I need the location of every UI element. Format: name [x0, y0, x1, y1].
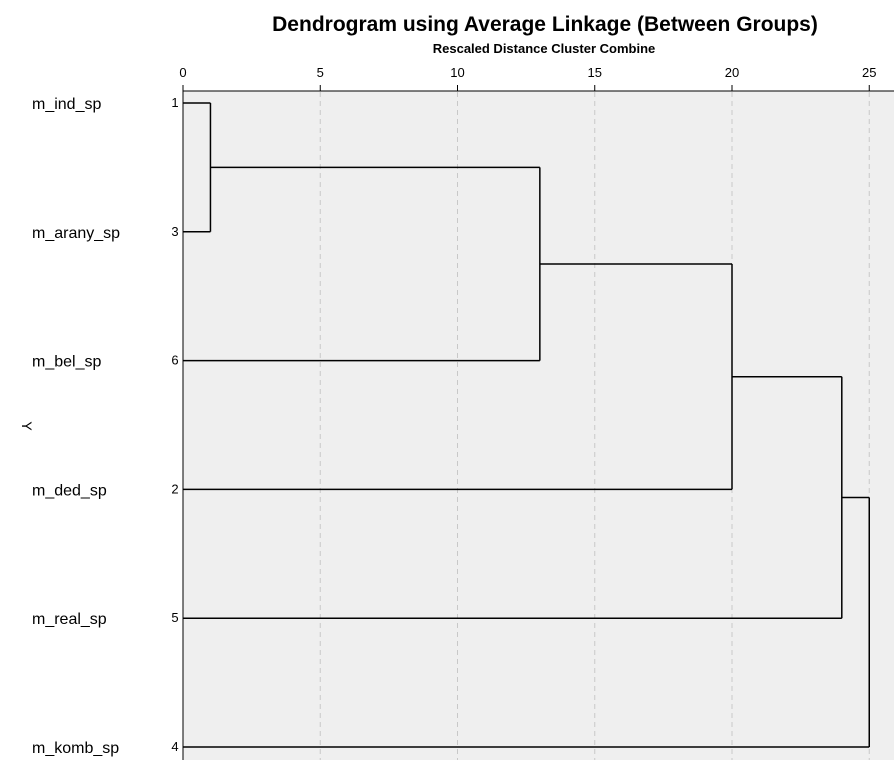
leaf-label-m_komb_sp: m_komb_sp	[32, 740, 119, 757]
x-tick-label-10: 10	[450, 65, 464, 80]
chart-subtitle: Rescaled Distance Cluster Combine	[433, 41, 656, 56]
x-tick-label-15: 15	[588, 65, 602, 80]
leaf-case-5: 5	[171, 610, 178, 625]
x-tick-label-20: 20	[725, 65, 739, 80]
leaf-label-m_real_sp: m_real_sp	[32, 611, 107, 628]
x-tick-label-25: 25	[862, 65, 876, 80]
leaf-label-m_ind_sp: m_ind_sp	[32, 96, 101, 113]
leaf-label-m_arany_sp: m_arany_sp	[32, 225, 120, 242]
chart-title: Dendrogram using Average Linkage (Betwee…	[272, 13, 818, 36]
leaf-case-4: 4	[171, 739, 178, 754]
x-tick-label-0: 0	[179, 65, 186, 80]
y-axis-label: Y	[19, 421, 35, 431]
x-tick-label-5: 5	[317, 65, 324, 80]
leaf-case-3: 3	[171, 224, 178, 239]
plot-background	[182, 90, 894, 763]
leaf-label-m_bel_sp: m_bel_sp	[32, 354, 101, 371]
leaf-case-1: 1	[171, 95, 178, 110]
leaf-label-m_ded_sp: m_ded_sp	[32, 482, 107, 499]
leaf-case-2: 2	[171, 481, 178, 496]
leaf-case-6: 6	[171, 353, 178, 368]
plot-area: 0 5 10 15 20 25m_ind_sp 1m_arany_sp 3m_bel_sp 6m…	[32, 65, 894, 763]
